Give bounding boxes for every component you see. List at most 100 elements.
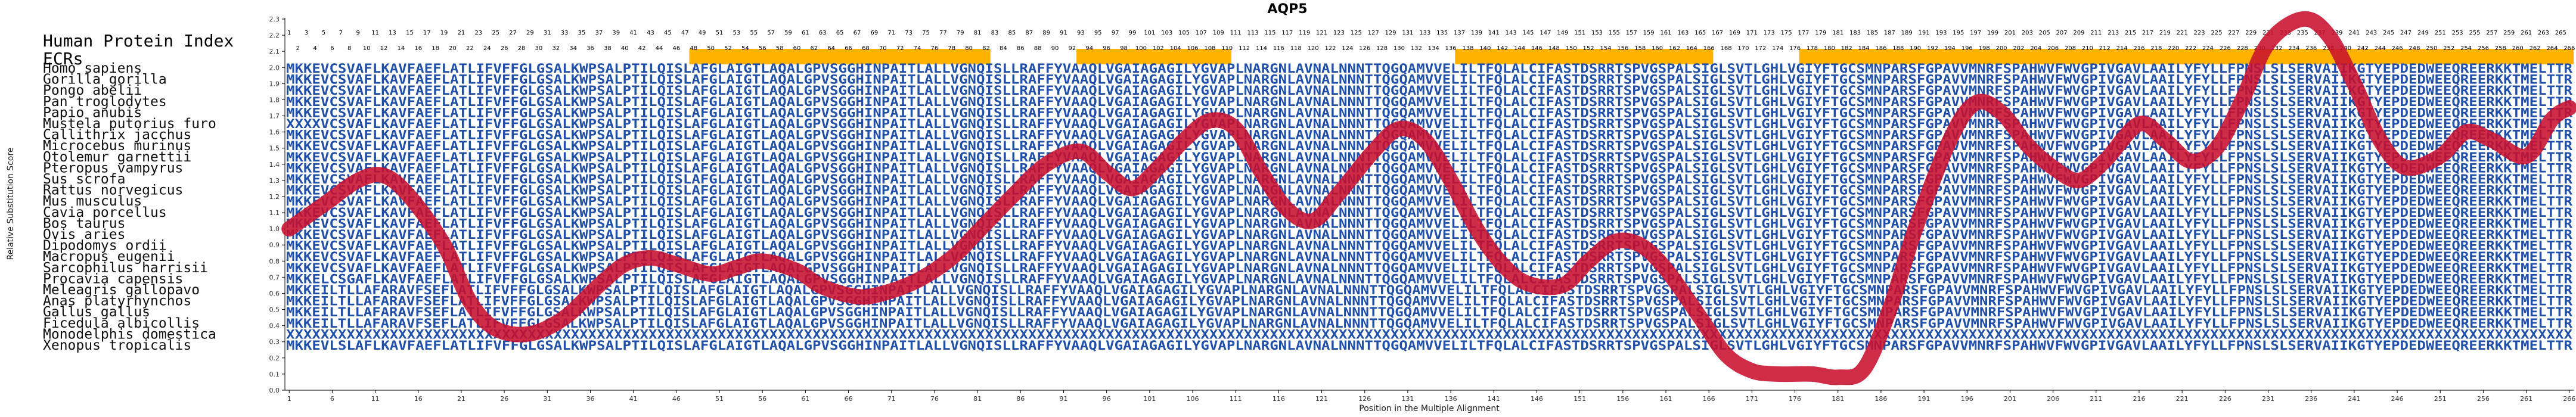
x-tick-label: 71 [887,395,896,403]
y-tick-label: 0.2 [269,354,280,362]
position-number: 49 [699,30,706,36]
position-number: 109 [1213,30,1224,36]
position-number: 127 [1368,30,1379,36]
y-tick-label: 0.1 [269,371,280,378]
position-number: 256 [2478,45,2489,52]
position-number: 245 [2383,30,2394,36]
position-number: 183 [1849,30,1861,36]
position-number: 64 [827,45,835,52]
position-number: 41 [629,30,637,36]
position-number: 218 [2150,45,2162,52]
x-tick-label: 101 [1143,395,1156,403]
species-label: Procavia capensis [43,271,183,287]
sequence-row: MKKEILTLLAFARAVFSEFLATLIFVFFGLGSALKWPSAL… [286,283,2572,297]
x-tick-label: 56 [758,395,766,403]
y-tick-label: 2.0 [269,64,280,71]
position-number: 97 [1112,30,1119,36]
position-number: 58 [776,45,784,52]
x-tick-label: 191 [1918,395,1931,403]
position-number: 51 [716,30,724,36]
position-number: 124 [1342,45,1353,52]
highlight-band [1799,49,2574,64]
x-tick-label: 251 [2434,395,2447,403]
position-number: 43 [647,30,654,36]
x-tick-label: 6 [330,395,334,403]
y-tick-label: 1.9 [269,80,280,88]
species-label: Pan troglodytes [43,94,167,110]
position-number: 115 [1264,30,1275,36]
position-number: 36 [586,45,594,52]
species-label: Mustela putorius furo [43,116,216,132]
position-number: 153 [1591,30,1603,36]
position-number: 65 [836,30,844,36]
species-label: Dipodomys ordii [43,238,167,254]
position-number: 178 [1807,45,1818,52]
position-number: 121 [1316,30,1327,36]
position-number: 102 [1153,45,1164,52]
y-tick-label: 0.7 [269,273,280,281]
position-number: 143 [1506,30,1517,36]
position-number: 63 [819,30,827,36]
x-tick-label: 121 [1315,395,1328,403]
position-number: 177 [1798,30,1809,36]
x-tick-label: 181 [1832,395,1844,403]
position-number: 76 [931,45,939,52]
x-tick-label: 66 [845,395,853,403]
position-number: 214 [2116,45,2128,52]
position-number: 14 [398,45,405,52]
position-number: 84 [1000,45,1007,52]
position-number: 11 [371,30,379,36]
position-number: 126 [1359,45,1370,52]
x-tick-label: 171 [1746,395,1758,403]
position-number: 48 [690,45,697,52]
species-label: Rattus norvegicus [43,183,183,198]
sequence-row: MKKEVCSVAFLKAVFAEFLATLIFVFFGLGSALKWPSALP… [286,239,2572,253]
species-label: Cavia porcellus [43,205,167,220]
position-number: 193 [1935,30,1947,36]
position-number: 199 [1987,30,1998,36]
species-label: Xenopus tropicalis [43,338,191,353]
position-number: 83 [991,30,999,36]
x-tick-label: 116 [1273,395,1285,403]
x-tick-label: 161 [1659,395,1672,403]
position-number: 37 [595,30,603,36]
score-curve [281,11,2576,385]
y-tick-label: 2.3 [269,15,280,23]
x-tick-label: 226 [2219,395,2232,403]
x-tick-label: 36 [586,395,594,403]
position-number: 66 [845,45,852,52]
x-tick-label: 81 [973,395,982,403]
position-number: 250 [2426,45,2437,52]
position-number: 146 [1531,45,1543,52]
position-number: 234 [2288,45,2299,52]
sequence-row: MKKELCSGAFLKAVFAEFLATLIFVFFGLGSALKWPSALP… [286,272,2572,286]
position-number: 123 [1333,30,1345,36]
position-number: 248 [2409,45,2420,52]
x-tick-label: 26 [500,395,508,403]
position-number: 30 [535,45,542,52]
position-number: 96 [1103,45,1110,52]
y-axis-label: Relative Substitution Score [6,147,15,260]
highlight-band [689,49,991,64]
x-tick-label: 241 [2348,395,2360,403]
position-number: 78 [948,45,955,52]
position-number: 187 [1884,30,1895,36]
position-number: 137 [1454,30,1465,36]
x-tick-label: 186 [1874,395,1887,403]
x-tick-label: 86 [1016,395,1025,403]
y-tick-label: 0.6 [269,290,280,297]
position-number: 88 [1034,45,1042,52]
position-number: 197 [1970,30,1981,36]
position-number: 210 [2082,45,2093,52]
species-label: Gorilla gorilla [43,72,167,88]
position-number: 162 [1669,45,1680,52]
y-tick-label: 1.5 [269,145,280,153]
position-number: 79 [957,30,964,36]
x-tick-label: 151 [1573,395,1586,403]
position-number: 120 [1308,45,1319,52]
position-number: 150 [1566,45,1577,52]
species-label: Sus scrofa [43,172,125,187]
x-tick-label: 206 [2047,395,2059,403]
x-tick-label: 11 [371,395,380,403]
